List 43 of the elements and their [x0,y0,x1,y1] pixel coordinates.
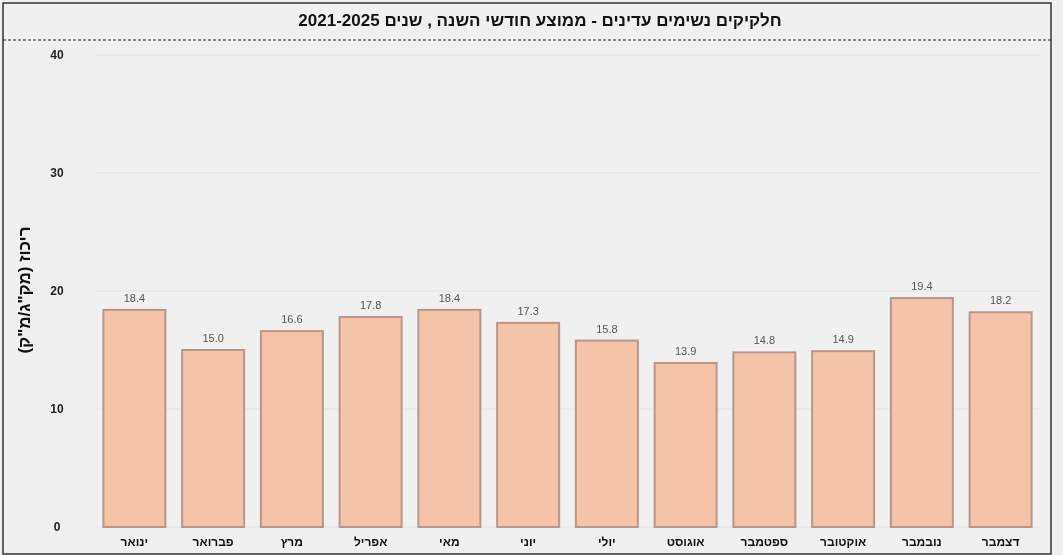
chart-title: חלקיקים נשימים עדינים - ממוצע חודשי השנה , שנים 2021-2025 [298,11,782,30]
bar [338,315,403,528]
bar [653,361,718,528]
data-label: 15.8 [596,322,618,335]
bar [181,349,246,528]
bar [889,297,954,528]
bar [811,350,876,528]
x-tick-label: מאי [439,535,460,549]
x-tick-label: פברואר [192,535,234,549]
bar [102,308,167,528]
y-tick-label: 0 [53,520,61,534]
data-label: 14.8 [753,334,776,347]
bar [968,311,1033,528]
data-label: 17.3 [517,304,539,317]
bar [417,308,482,528]
x-tick-label: דצמבר [981,535,1020,549]
x-tick-label: יולי [598,535,616,549]
bar [259,330,324,528]
y-tick-label: 10 [50,402,64,416]
x-tick-label: מרץ [280,535,303,549]
bar [574,339,639,528]
x-tick-label: אוגוסט [666,535,705,549]
y-tick-label: 30 [50,166,64,180]
data-label: 16.6 [281,313,303,326]
y-tick-label: 40 [50,48,64,62]
x-tick-label: יוני [520,535,537,549]
x-tick-label: ינואר [120,535,149,549]
x-tick-label: נובמבר [901,535,942,549]
x-tick-label: אפריל [353,535,388,549]
data-label: 18.4 [123,291,146,304]
bar [732,351,797,528]
x-tick-label: ספטמבר [740,535,789,549]
data-label: 14.9 [832,333,854,346]
data-label: 18.4 [438,291,461,304]
data-label: 18.2 [989,294,1012,307]
x-tick-label: אוקטובר [820,535,867,549]
data-label: 19.4 [911,280,933,293]
y-tick-label: 20 [50,284,64,298]
data-label: 13.9 [674,344,697,357]
y-axis-title: ריכוז (מק"ג/מ"ק) [15,226,34,354]
bar [496,321,561,528]
data-label: 15.0 [202,332,224,344]
data-label: 17.8 [359,298,382,311]
